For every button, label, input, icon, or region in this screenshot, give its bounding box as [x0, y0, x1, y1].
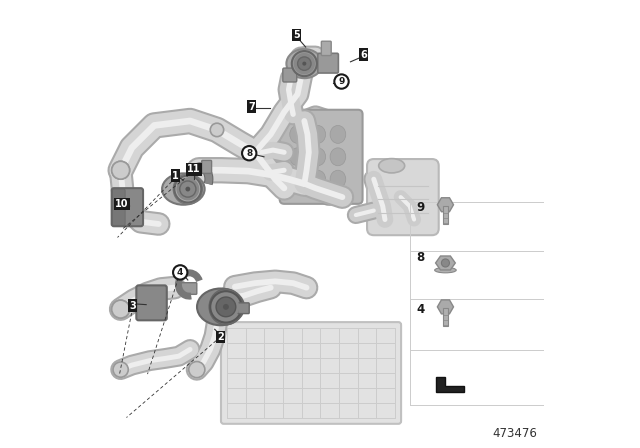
Ellipse shape — [330, 125, 346, 143]
FancyBboxPatch shape — [221, 322, 401, 424]
Circle shape — [334, 74, 349, 89]
Ellipse shape — [310, 125, 326, 143]
Text: 11: 11 — [187, 164, 200, 174]
Circle shape — [294, 53, 315, 74]
Circle shape — [174, 176, 201, 202]
FancyBboxPatch shape — [280, 110, 362, 204]
Text: 473476: 473476 — [492, 427, 538, 440]
Bar — [443, 206, 448, 224]
Circle shape — [111, 161, 129, 179]
Text: 1: 1 — [172, 171, 179, 181]
Text: 2: 2 — [217, 332, 224, 342]
Circle shape — [111, 161, 129, 179]
Ellipse shape — [290, 170, 305, 188]
Ellipse shape — [379, 159, 404, 173]
Circle shape — [111, 300, 129, 318]
Text: 4: 4 — [416, 303, 424, 316]
Text: 4: 4 — [177, 268, 184, 277]
Circle shape — [216, 297, 236, 317]
Polygon shape — [436, 377, 464, 392]
Circle shape — [210, 123, 224, 137]
Circle shape — [223, 304, 229, 310]
FancyBboxPatch shape — [111, 188, 143, 226]
Circle shape — [442, 259, 449, 267]
Circle shape — [210, 291, 242, 323]
Text: 9: 9 — [416, 201, 424, 214]
FancyBboxPatch shape — [202, 160, 212, 173]
Ellipse shape — [173, 174, 202, 204]
Ellipse shape — [287, 49, 323, 78]
Text: 7: 7 — [248, 102, 255, 112]
FancyBboxPatch shape — [179, 283, 196, 294]
Circle shape — [189, 362, 205, 378]
FancyBboxPatch shape — [237, 303, 249, 314]
Bar — [443, 308, 448, 326]
Ellipse shape — [197, 289, 244, 325]
Polygon shape — [437, 198, 454, 212]
Text: 8: 8 — [416, 251, 424, 264]
Text: 5: 5 — [293, 30, 300, 40]
Text: 10: 10 — [115, 199, 129, 209]
Polygon shape — [436, 256, 455, 270]
Circle shape — [177, 178, 199, 201]
Ellipse shape — [435, 267, 456, 273]
FancyBboxPatch shape — [321, 41, 332, 56]
FancyBboxPatch shape — [283, 68, 297, 82]
Circle shape — [298, 57, 311, 70]
Polygon shape — [437, 300, 454, 314]
Circle shape — [173, 265, 188, 280]
Ellipse shape — [330, 170, 346, 188]
FancyBboxPatch shape — [317, 53, 339, 73]
Ellipse shape — [209, 289, 243, 325]
Circle shape — [186, 187, 190, 191]
Circle shape — [180, 181, 196, 197]
FancyBboxPatch shape — [113, 189, 125, 225]
Text: 9: 9 — [339, 77, 345, 86]
Text: 8: 8 — [246, 149, 252, 158]
Ellipse shape — [290, 148, 305, 166]
FancyBboxPatch shape — [136, 285, 167, 320]
Circle shape — [292, 51, 317, 76]
Ellipse shape — [162, 173, 205, 205]
FancyBboxPatch shape — [367, 159, 439, 235]
Ellipse shape — [310, 148, 326, 166]
Circle shape — [242, 146, 257, 160]
Ellipse shape — [310, 170, 326, 188]
Ellipse shape — [330, 148, 346, 166]
Circle shape — [113, 362, 128, 377]
Text: 3: 3 — [129, 301, 136, 310]
Ellipse shape — [290, 125, 305, 143]
Text: 6: 6 — [360, 50, 367, 60]
Circle shape — [212, 293, 239, 320]
Circle shape — [111, 300, 129, 318]
Circle shape — [302, 61, 307, 66]
